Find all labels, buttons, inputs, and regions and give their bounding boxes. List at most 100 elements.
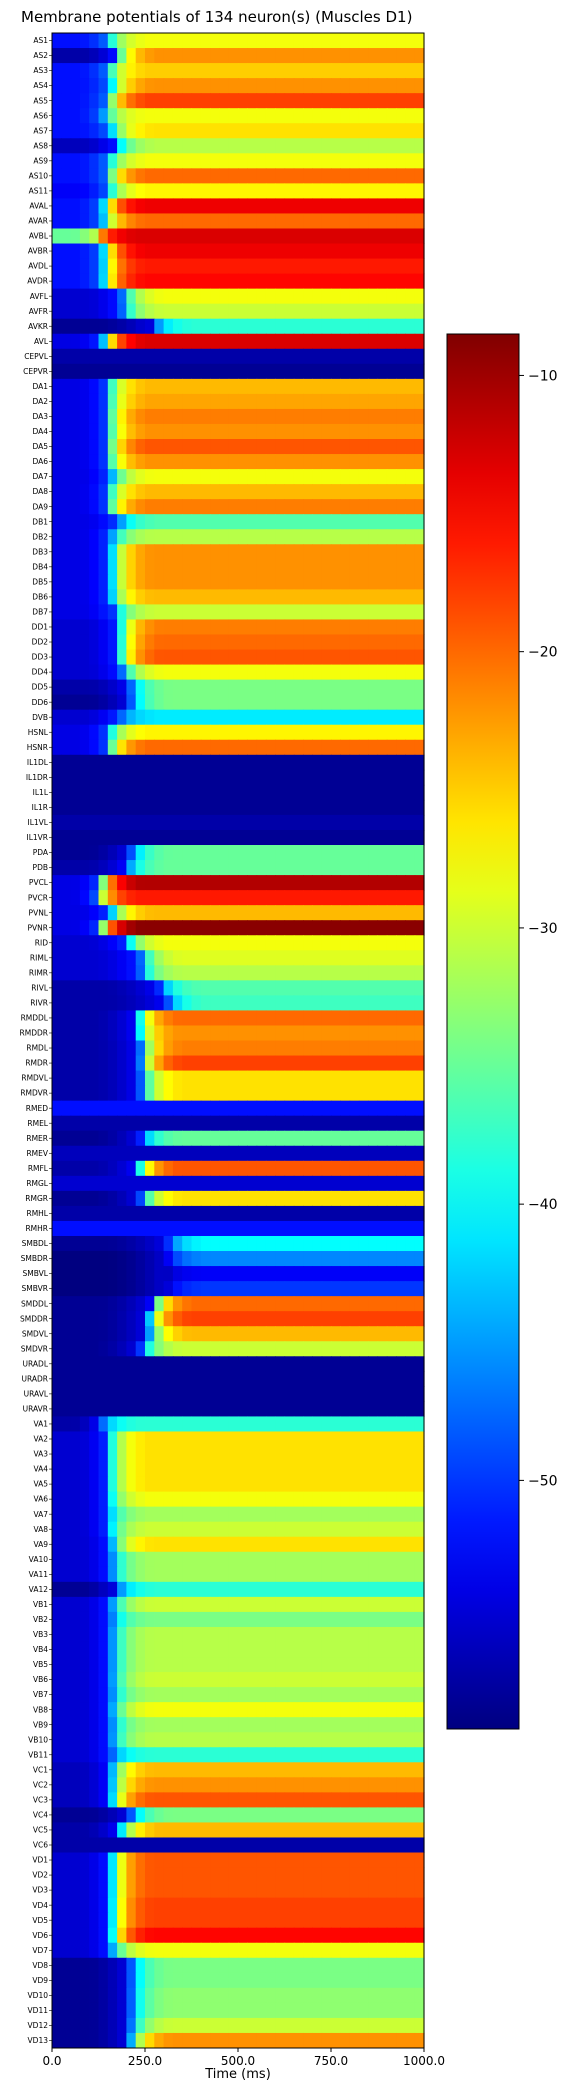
heatmap-cell [238, 890, 248, 906]
heatmap-cell [303, 739, 313, 756]
heatmap-cell [154, 1732, 165, 1748]
heatmap-cell [275, 93, 286, 109]
heatmap-cell [396, 679, 406, 696]
heatmap-cell [312, 318, 323, 335]
heatmap-cell [210, 995, 220, 1011]
heatmap-cell [284, 183, 295, 199]
heatmap-cell [312, 1025, 323, 1041]
heatmap-cell [172, 318, 183, 335]
heatmap-cell [126, 1416, 137, 1432]
heatmap-cell [172, 845, 183, 861]
heatmap-cell [135, 63, 146, 79]
heatmap-cell [303, 1190, 313, 1207]
heatmap-cell [145, 499, 155, 515]
heatmap-cell [182, 754, 193, 771]
heatmap-cell [61, 1566, 72, 1583]
heatmap-cell [303, 1416, 313, 1432]
heatmap-cell [191, 168, 202, 184]
heatmap-cell [303, 1702, 313, 1718]
heatmap-cell [163, 529, 174, 545]
heatmap-cell [293, 228, 304, 245]
heatmap-cell [368, 1401, 379, 1417]
heatmap-cell [247, 213, 258, 229]
heatmap-cell [79, 1100, 90, 1117]
heatmap-cell [61, 348, 72, 365]
heatmap-cell [145, 709, 155, 726]
heatmap-cell [284, 1235, 295, 1252]
heatmap-cell [107, 1175, 118, 1192]
heatmap-cell [238, 920, 248, 936]
heatmap-cell [377, 1446, 388, 1463]
heatmap-cell [405, 649, 416, 666]
heatmap-cell [210, 1446, 220, 1463]
heatmap-cell [210, 1611, 220, 1628]
heatmap-cell [256, 1702, 267, 1718]
heatmap-cell [182, 183, 193, 199]
heatmap-cell [265, 363, 276, 380]
heatmap-cell [154, 814, 165, 831]
heatmap-cell [200, 1476, 211, 1493]
heatmap-cell [145, 1777, 155, 1793]
heatmap-cell [70, 1461, 81, 1478]
heatmap-cell [275, 454, 286, 470]
heatmap-row-RMEV [52, 1145, 425, 1162]
heatmap-cell [52, 1040, 62, 1057]
heatmap-cell [358, 183, 369, 199]
heatmap-row-AVDL [52, 258, 425, 275]
heatmap-cell [89, 1717, 100, 1733]
heatmap-cell [200, 454, 211, 470]
heatmap-cell [377, 93, 388, 109]
heatmap-cell [182, 634, 193, 651]
heatmap-cell [368, 1491, 379, 1508]
heatmap-cell [107, 258, 118, 275]
heatmap-cell [265, 589, 276, 605]
heatmap-cell [256, 845, 267, 861]
heatmap-cell [135, 1641, 146, 1658]
heatmap-cell [70, 333, 81, 350]
heatmap-cell [228, 814, 239, 831]
heatmap-cell [98, 183, 109, 199]
heatmap-cell [396, 1220, 406, 1237]
heatmap-cell [368, 1747, 379, 1763]
heatmap-cell [200, 1822, 211, 1838]
heatmap-cell [200, 1581, 211, 1598]
heatmap-cell [349, 1281, 360, 1297]
heatmap-cell [405, 1566, 416, 1583]
heatmap-cell [145, 1296, 155, 1312]
heatmap-cell [256, 754, 267, 771]
heatmap-row-VA2 [52, 1431, 425, 1448]
heatmap-cell [284, 1566, 295, 1583]
heatmap-cell [145, 123, 155, 139]
heatmap-cell [219, 1657, 230, 1673]
heatmap-cell [293, 1190, 304, 1207]
heatmap-cell [52, 935, 62, 951]
heatmap-cell [358, 1281, 369, 1297]
heatmap-cell [154, 694, 165, 711]
heatmap-cell [126, 1461, 137, 1478]
heatmap-cell [414, 198, 425, 214]
heatmap-cell [265, 1115, 276, 1132]
heatmap-cell [210, 664, 220, 681]
heatmap-cell [377, 378, 388, 395]
heatmap-cell [126, 1657, 137, 1673]
heatmap-cell [284, 1641, 295, 1658]
heatmap-cell [191, 1205, 202, 1222]
heatmap-cell [219, 1160, 230, 1177]
heatmap-cell [238, 514, 248, 530]
heatmap-cell [256, 965, 267, 981]
heatmap-cell [163, 769, 174, 786]
heatmap-cell [107, 649, 118, 666]
heatmap-cell [154, 1792, 165, 1808]
heatmap-cell [182, 1807, 193, 1823]
heatmap-cell [219, 333, 230, 350]
heatmap-cell [349, 1626, 360, 1643]
heatmap-cell [70, 213, 81, 229]
heatmap-cell [247, 724, 258, 741]
heatmap-cell [228, 439, 239, 455]
heatmap-cell [238, 1266, 248, 1282]
heatmap-cell [405, 1657, 416, 1673]
heatmap-cell [191, 1341, 202, 1357]
heatmap-cell [377, 574, 388, 590]
heatmap-cell [126, 845, 137, 861]
heatmap-cell [163, 995, 174, 1011]
